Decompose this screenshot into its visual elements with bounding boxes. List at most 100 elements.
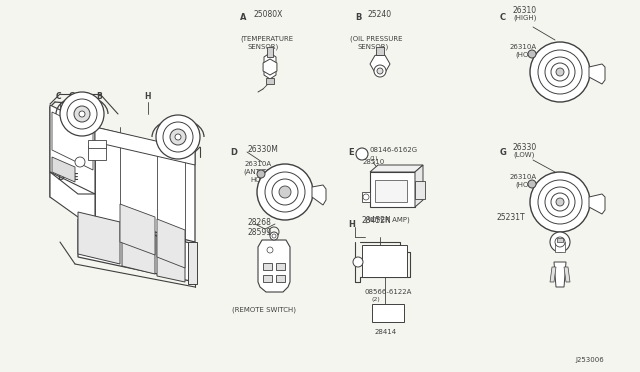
Circle shape [545, 57, 575, 87]
Polygon shape [312, 185, 326, 205]
Bar [263, 275, 272, 282]
Text: E: E [72, 173, 77, 182]
Polygon shape [120, 204, 155, 255]
Circle shape [156, 115, 200, 159]
Bar [555, 242, 565, 252]
Circle shape [265, 172, 305, 212]
Polygon shape [95, 127, 195, 165]
Text: (HORN): (HORN) [515, 182, 541, 188]
Circle shape [530, 42, 590, 102]
Text: H: H [144, 92, 150, 100]
Circle shape [257, 164, 313, 220]
Text: J253006: J253006 [575, 357, 604, 363]
Text: (ANTITHEFT: (ANTITHEFT [243, 169, 284, 175]
Text: 26310A: 26310A [245, 161, 272, 167]
Text: B: B [359, 151, 364, 157]
Circle shape [272, 179, 298, 205]
Polygon shape [95, 127, 195, 242]
Text: 25080X: 25080X [253, 10, 282, 19]
Bar [415, 181, 425, 199]
Text: B: B [355, 13, 362, 22]
Circle shape [363, 194, 369, 200]
Polygon shape [415, 165, 423, 207]
Polygon shape [52, 112, 93, 170]
Circle shape [551, 63, 569, 81]
Bar [263, 263, 272, 270]
Bar [372, 304, 404, 322]
Text: 28599: 28599 [247, 228, 271, 237]
Polygon shape [266, 78, 274, 84]
Circle shape [175, 134, 181, 140]
Bar [557, 238, 563, 242]
Text: (HORN): (HORN) [515, 52, 541, 58]
Text: 08566-6122A: 08566-6122A [365, 289, 412, 295]
Text: 25240: 25240 [368, 10, 392, 19]
Polygon shape [362, 192, 370, 202]
Text: 25231T: 25231T [497, 212, 525, 221]
Text: (LOW): (LOW) [513, 152, 534, 158]
Polygon shape [188, 242, 197, 284]
Polygon shape [50, 172, 95, 217]
Text: 26330: 26330 [513, 142, 537, 151]
Polygon shape [550, 267, 556, 282]
Text: SENSOR): SENSOR) [247, 44, 278, 50]
Circle shape [75, 157, 85, 167]
Text: 28268: 28268 [247, 218, 271, 227]
Bar [88, 146, 106, 160]
Text: 26310A: 26310A [510, 44, 537, 50]
Polygon shape [554, 262, 566, 287]
Text: S: S [355, 260, 359, 264]
Text: (REMOTE SWITCH): (REMOTE SWITCH) [232, 307, 296, 313]
Bar [276, 263, 285, 270]
Text: A: A [240, 13, 246, 22]
Circle shape [556, 68, 564, 76]
Text: G: G [69, 92, 76, 100]
Polygon shape [589, 64, 605, 84]
Circle shape [74, 106, 90, 122]
Bar [276, 275, 285, 282]
Text: 26310: 26310 [513, 6, 537, 15]
Text: C: C [500, 13, 506, 22]
Circle shape [163, 122, 193, 152]
Text: B: B [96, 92, 102, 100]
Polygon shape [258, 240, 290, 292]
Polygon shape [78, 212, 120, 264]
Polygon shape [78, 219, 195, 282]
Circle shape [556, 198, 564, 206]
Circle shape [377, 68, 383, 74]
Text: 08146-6162G: 08146-6162G [370, 147, 418, 153]
Circle shape [528, 180, 536, 188]
Text: 28414: 28414 [375, 329, 397, 335]
Polygon shape [157, 219, 185, 268]
Circle shape [267, 247, 273, 253]
Circle shape [257, 170, 265, 178]
Polygon shape [263, 59, 277, 75]
Text: (HIGH): (HIGH) [513, 15, 536, 21]
Text: 28510: 28510 [363, 159, 385, 165]
Circle shape [530, 172, 590, 232]
Polygon shape [370, 165, 423, 172]
Circle shape [270, 232, 278, 240]
Circle shape [538, 180, 582, 224]
Polygon shape [264, 53, 276, 79]
Circle shape [272, 234, 276, 238]
Circle shape [528, 50, 536, 58]
Bar [88, 140, 106, 148]
Text: H: H [348, 219, 355, 228]
Polygon shape [267, 47, 273, 57]
Circle shape [279, 186, 291, 198]
Text: G: G [500, 148, 507, 157]
Text: (1): (1) [370, 155, 379, 160]
Text: 26310A: 26310A [510, 174, 537, 180]
Polygon shape [50, 107, 95, 217]
Circle shape [374, 65, 386, 77]
Polygon shape [52, 157, 75, 182]
Bar [362, 245, 407, 277]
Text: 28452N: 28452N [362, 215, 392, 224]
Circle shape [555, 237, 565, 247]
Circle shape [550, 232, 570, 252]
Bar [375, 180, 407, 202]
Text: SENSOR): SENSOR) [358, 44, 389, 50]
Text: HORN): HORN) [250, 177, 273, 183]
Text: (OIL PRESSURE: (OIL PRESSURE [350, 36, 403, 42]
